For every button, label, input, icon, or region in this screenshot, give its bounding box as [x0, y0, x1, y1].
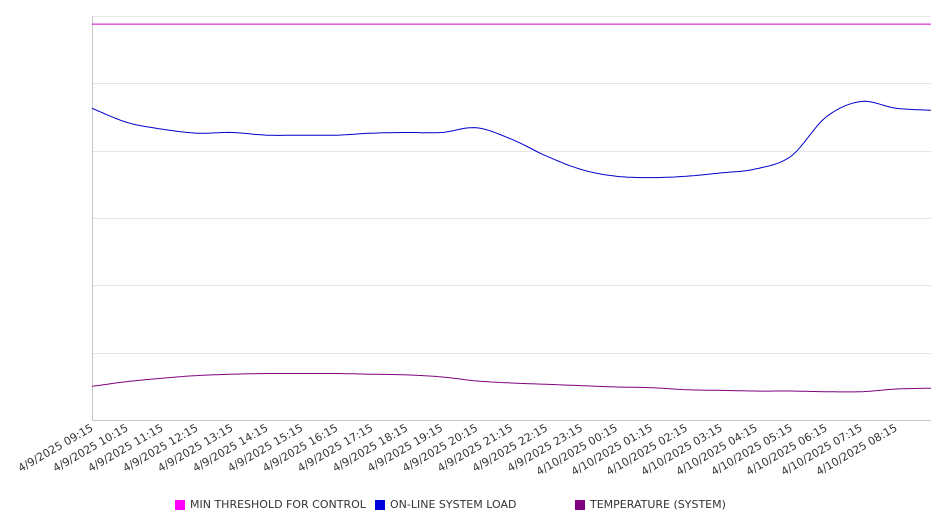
legend-swatch-min-threshold: [175, 499, 185, 510]
grid-layer: [92, 16, 931, 354]
legend-label-temperature: TEMPERATURE (SYSTEM): [590, 498, 726, 511]
axis-layer: [92, 16, 931, 421]
series-layer: [91, 23, 932, 393]
legend-item-temperature[interactable]: TEMPERATURE (SYSTEM): [575, 498, 726, 511]
legend-swatch-temperature: [575, 499, 585, 510]
legend-swatch-system-load: [375, 499, 385, 510]
legend-item-system-load[interactable]: ON-LINE SYSTEM LOAD: [375, 498, 516, 511]
legend-item-min-threshold[interactable]: MIN THRESHOLD FOR CONTROL: [175, 498, 366, 511]
x-tick-labels: 4/9/2025 09:154/9/2025 10:154/9/2025 11:…: [16, 421, 900, 478]
legend-label-system-load: ON-LINE SYSTEM LOAD: [390, 498, 517, 511]
series-line-1: [91, 100, 932, 179]
legend: MIN THRESHOLD FOR CONTROL ON-LINE SYSTEM…: [0, 498, 946, 514]
legend-label-min-threshold: MIN THRESHOLD FOR CONTROL: [190, 498, 366, 511]
series-line-2: [91, 373, 932, 393]
